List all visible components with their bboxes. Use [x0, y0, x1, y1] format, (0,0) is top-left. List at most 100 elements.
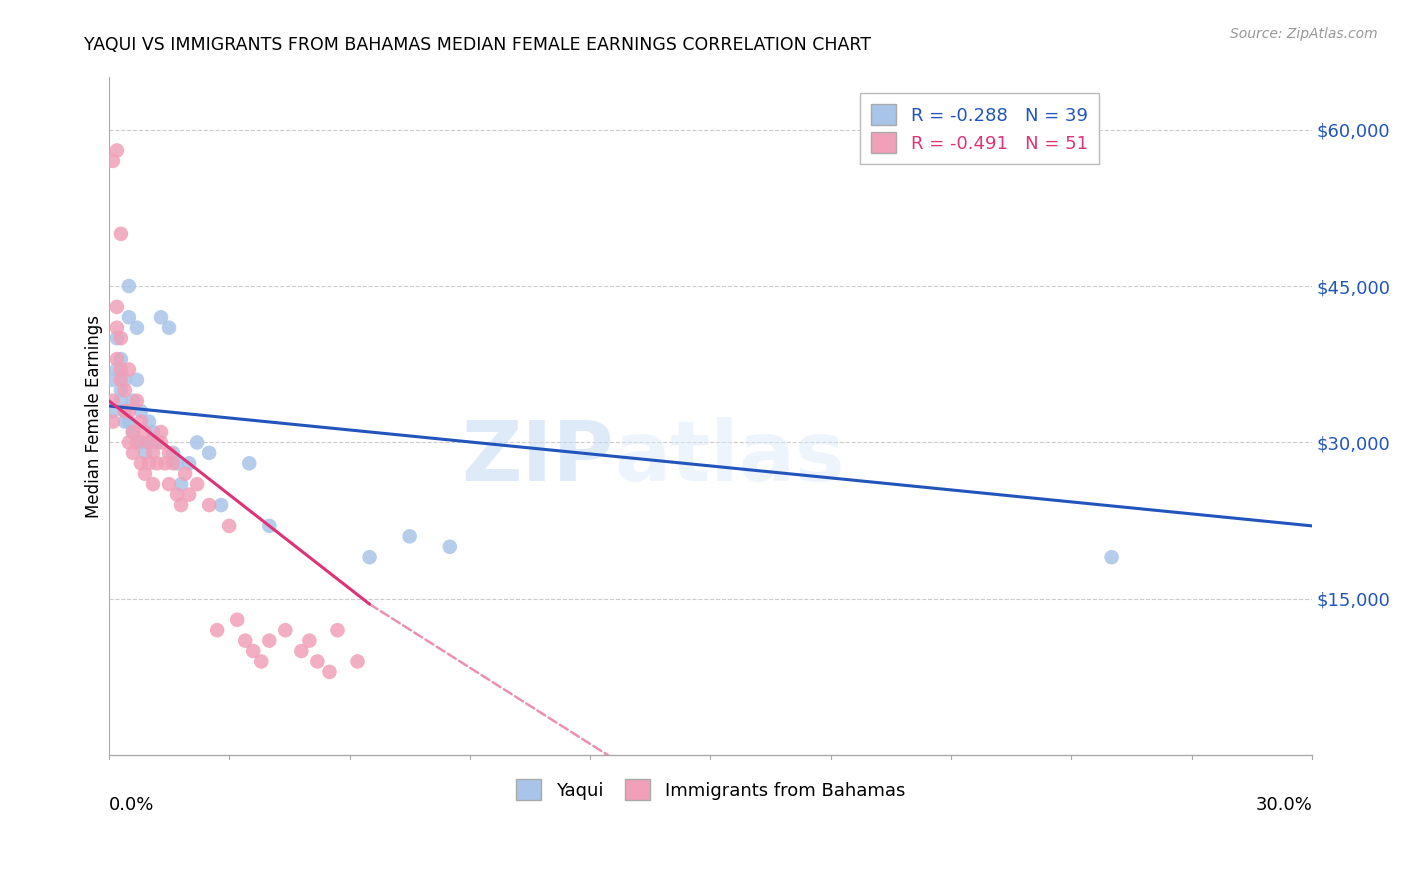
Text: Source: ZipAtlas.com: Source: ZipAtlas.com [1230, 27, 1378, 41]
Point [290, 644, 312, 658]
Point [129, 435, 152, 450]
Point [110, 384, 132, 398]
Point [110, 227, 132, 241]
Point [142, 446, 165, 460]
Point [101, 404, 124, 418]
Point [122, 393, 145, 408]
Point [114, 415, 136, 429]
Point [110, 331, 132, 345]
Point [105, 300, 128, 314]
Point [118, 415, 141, 429]
Point [157, 320, 180, 334]
Point [1101, 550, 1123, 565]
Point [138, 456, 160, 470]
Point [142, 477, 165, 491]
Point [118, 310, 141, 325]
Text: 0.0%: 0.0% [108, 796, 155, 814]
Text: 30.0%: 30.0% [1256, 796, 1312, 814]
Text: atlas: atlas [614, 417, 845, 498]
Point [114, 373, 136, 387]
Point [186, 435, 208, 450]
Point [157, 446, 180, 460]
Point [174, 467, 197, 481]
Point [146, 435, 169, 450]
Point [114, 404, 136, 418]
Point [177, 488, 200, 502]
Point [122, 425, 145, 439]
Point [129, 415, 152, 429]
Point [138, 415, 160, 429]
Point [101, 153, 124, 168]
Point [326, 623, 349, 637]
Point [150, 425, 173, 439]
Point [101, 393, 124, 408]
Point [150, 435, 173, 450]
Point [209, 498, 232, 512]
Point [166, 456, 188, 470]
Point [226, 613, 249, 627]
Point [129, 404, 152, 418]
Point [114, 404, 136, 418]
Point [259, 633, 281, 648]
Point [110, 393, 132, 408]
Point [138, 435, 160, 450]
Point [274, 623, 297, 637]
Point [170, 477, 193, 491]
Text: YAQUI VS IMMIGRANTS FROM BAHAMAS MEDIAN FEMALE EARNINGS CORRELATION CHART: YAQUI VS IMMIGRANTS FROM BAHAMAS MEDIAN … [84, 36, 872, 54]
Point [439, 540, 461, 554]
Text: ZIP: ZIP [461, 417, 614, 498]
Point [238, 456, 260, 470]
Point [157, 477, 180, 491]
Point [118, 362, 141, 376]
Legend: Yaqui, Immigrants from Bahamas: Yaqui, Immigrants from Bahamas [509, 772, 912, 807]
Point [118, 435, 141, 450]
Y-axis label: Median Female Earnings: Median Female Earnings [86, 315, 103, 518]
Point [118, 279, 141, 293]
Point [101, 415, 124, 429]
Point [177, 456, 200, 470]
Point [162, 446, 184, 460]
Point [122, 446, 145, 460]
Point [110, 373, 132, 387]
Point [146, 456, 169, 470]
Point [259, 519, 281, 533]
Point [242, 644, 264, 658]
Point [205, 623, 228, 637]
Point [110, 352, 132, 367]
Point [125, 373, 148, 387]
Point [105, 331, 128, 345]
Point [134, 467, 156, 481]
Point [134, 425, 156, 439]
Point [114, 384, 136, 398]
Point [359, 550, 381, 565]
Point [170, 498, 193, 512]
Point [122, 425, 145, 439]
Point [118, 404, 141, 418]
Point [101, 373, 124, 387]
Point [250, 655, 273, 669]
Point [105, 352, 128, 367]
Point [105, 362, 128, 376]
Point [307, 655, 329, 669]
Point [198, 446, 221, 460]
Point [138, 435, 160, 450]
Point [318, 665, 340, 679]
Point [186, 477, 208, 491]
Point [233, 633, 256, 648]
Point [134, 446, 156, 460]
Point [398, 529, 420, 543]
Point [125, 320, 148, 334]
Point [125, 393, 148, 408]
Point [125, 435, 148, 450]
Point [129, 456, 152, 470]
Point [142, 425, 165, 439]
Point [110, 362, 132, 376]
Point [105, 144, 128, 158]
Point [198, 498, 221, 512]
Point [298, 633, 321, 648]
Point [105, 320, 128, 334]
Point [150, 310, 173, 325]
Point [218, 519, 240, 533]
Point [346, 655, 368, 669]
Point [153, 456, 176, 470]
